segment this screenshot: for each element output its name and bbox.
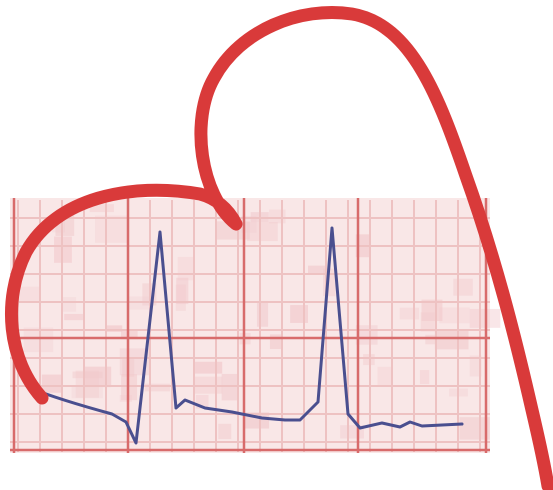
paper-blotch	[106, 325, 123, 332]
paper-blotch	[269, 334, 282, 350]
paper-blotch	[425, 334, 436, 345]
paper-blotch	[421, 299, 443, 322]
paper-blotch	[459, 417, 490, 440]
paper-blotch	[120, 329, 138, 340]
paper-blotch	[399, 307, 420, 320]
paper-blotch	[434, 329, 469, 350]
paper-blotch	[269, 209, 286, 224]
ecg-paper-background	[10, 198, 490, 453]
paper-blotch	[64, 313, 83, 321]
ecg-grid-minor	[10, 200, 490, 452]
paper-blotch	[377, 366, 393, 386]
ecg-paper	[10, 198, 501, 453]
paper-blotch	[176, 277, 189, 305]
paper-blotch	[17, 286, 41, 303]
ecg-paper-blotches	[17, 204, 501, 440]
paper-blotch	[177, 256, 194, 281]
paper-blotch	[95, 215, 128, 243]
paper-blotch	[453, 278, 473, 296]
paper-blotch	[41, 374, 62, 393]
paper-blotch	[72, 371, 103, 379]
paper-blotch	[23, 327, 54, 353]
paper-blotch	[75, 370, 99, 398]
paper-blotch	[419, 370, 430, 385]
heart-outline	[5, 6, 553, 490]
paper-blotch	[71, 386, 103, 399]
paper-blotch	[218, 423, 232, 440]
paper-blotch	[129, 296, 151, 310]
paper-blotch	[439, 307, 470, 324]
paper-blotch	[469, 355, 482, 377]
paper-blotch	[85, 366, 112, 388]
ecg-trace	[28, 226, 464, 445]
paper-blotch	[144, 383, 170, 392]
paper-blotch	[246, 222, 278, 242]
paper-blotch	[363, 354, 375, 366]
paper-blotch	[290, 305, 308, 323]
paper-blotch	[221, 373, 239, 401]
paper-blotch	[62, 297, 77, 312]
paper-blotch	[195, 361, 223, 374]
paper-blotch	[256, 300, 269, 327]
paper-blotch	[308, 265, 326, 274]
paper-blotch	[89, 204, 114, 213]
